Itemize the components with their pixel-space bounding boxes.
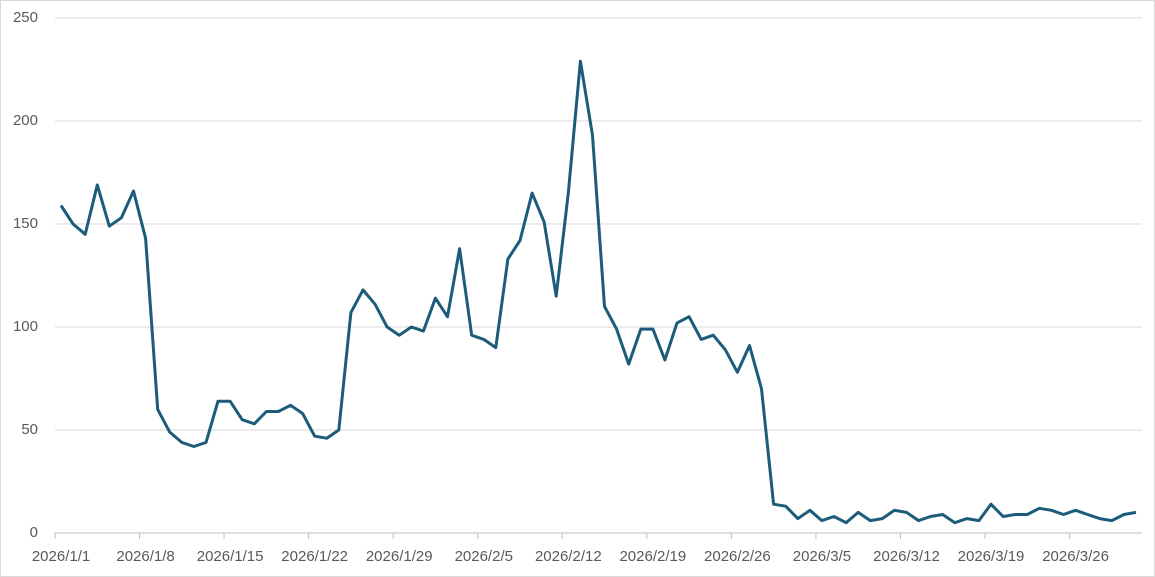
y-tick-label: 100 (13, 318, 38, 335)
y-tick-label: 0 (30, 524, 38, 541)
x-tick-label: 2026/2/5 (455, 548, 513, 565)
x-tick-label: 2026/3/19 (958, 548, 1025, 565)
x-tick-label: 2026/1/29 (366, 548, 433, 565)
y-tick-label: 50 (21, 421, 38, 438)
x-tick-label: 2026/1/22 (281, 548, 348, 565)
x-tick-label: 2026/1/8 (116, 548, 174, 565)
x-tick-label: 2026/1/1 (32, 548, 90, 565)
y-tick-label: 250 (13, 9, 38, 26)
y-tick-label: 150 (13, 215, 38, 232)
x-tick-label: 2026/3/5 (793, 548, 851, 565)
x-tick-label: 2026/3/26 (1042, 548, 1109, 565)
x-tick-label: 2026/1/15 (197, 548, 264, 565)
data-line (59, 59, 1137, 525)
x-tick-label: 2026/2/19 (619, 548, 686, 565)
x-tick-label: 2026/3/12 (873, 548, 940, 565)
x-tick-label: 2026/2/26 (704, 548, 771, 565)
x-tick-label: 2026/2/12 (535, 548, 602, 565)
y-tick-label: 200 (13, 112, 38, 129)
